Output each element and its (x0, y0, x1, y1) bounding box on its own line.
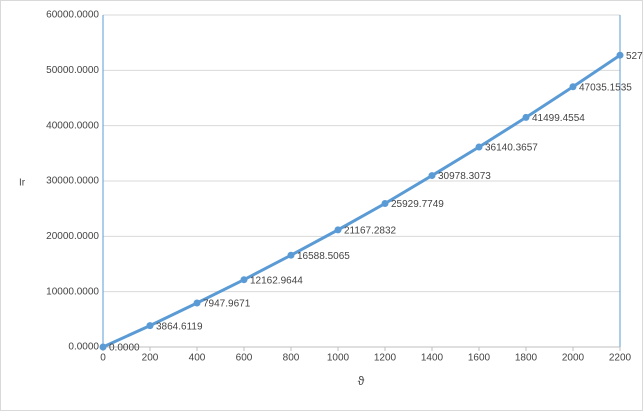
x-tick-label: 1000 (327, 353, 350, 364)
data-label: 47035.1535 (579, 82, 632, 93)
x-tick-label: 400 (189, 353, 206, 364)
y-tick-label: 30000.0000 (46, 176, 99, 187)
x-tick-label: 600 (236, 353, 253, 364)
y-tick-label: 50000.0000 (46, 65, 99, 76)
x-tick-label: 2200 (609, 353, 632, 364)
data-point (99, 343, 107, 351)
data-label: 12162.9644 (250, 275, 303, 286)
series-line (102, 53, 621, 349)
data-point (522, 113, 530, 121)
y-tick-label: 0.0000 (68, 342, 99, 353)
data-point (569, 83, 577, 91)
data-label: 0.0000 (109, 343, 140, 354)
data-point (193, 299, 201, 307)
x-tick-label: 1600 (468, 353, 491, 364)
data-label: 16588.5065 (297, 251, 350, 262)
x-tick-label: 1200 (374, 353, 397, 364)
x-tick-label: 200 (142, 353, 159, 364)
data-point (240, 276, 248, 284)
x-tick-label: 1400 (421, 353, 444, 364)
data-point (381, 200, 389, 208)
data-label: 30978.3073 (438, 171, 491, 182)
data-point (475, 143, 483, 151)
data-point (616, 51, 624, 59)
x-tick-label: 800 (283, 353, 300, 364)
data-point (428, 172, 436, 180)
x-axis-label: ϑ (358, 374, 365, 388)
data-label: 25929.7749 (391, 199, 444, 210)
y-axis-label: Ir (19, 178, 26, 189)
data-point (287, 251, 295, 259)
data-label: 3864.6119 (156, 321, 203, 332)
data-label: 52735.0000 (626, 51, 643, 62)
y-tick-label: 10000.0000 (46, 286, 99, 297)
data-point (334, 226, 342, 234)
data-label: 7947.9671 (203, 299, 251, 310)
y-tick-label: 60000.0000 (46, 10, 99, 21)
data-label: 21167.2832 (344, 226, 397, 237)
data-point (146, 322, 154, 330)
y-tick-label: 20000.0000 (46, 231, 99, 242)
y-tick-label: 40000.0000 (46, 120, 99, 131)
data-label: 36140.3657 (485, 143, 538, 154)
data-label: 41499.4554 (532, 113, 585, 124)
x-tick-label: 1800 (515, 353, 538, 364)
x-tick-label: 2000 (562, 353, 585, 364)
x-tick-label: 0 (100, 353, 106, 364)
